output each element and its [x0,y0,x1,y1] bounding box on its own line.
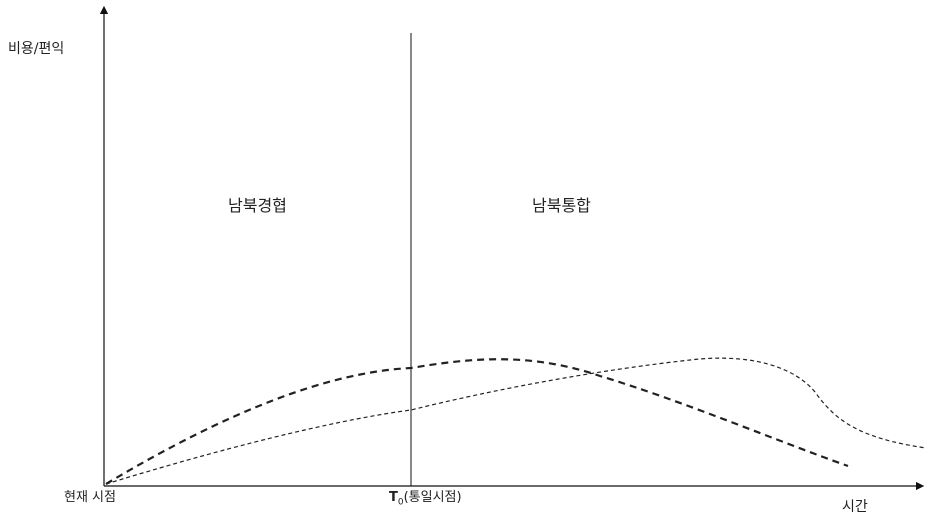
light-dashed-curve [105,357,927,485]
x-start-label: 현재 시점 [64,490,116,505]
heavy-dashed-curve [105,358,849,485]
region-label-integration: 남북통합 [532,196,591,215]
y-axis-label: 비용/편익 [8,41,65,57]
t0-subscript: 0 [397,497,404,508]
region-label-cooperation: 남북경협 [228,196,287,215]
t0-symbol: T [389,490,398,505]
x-axis-label: 시간 [842,499,868,515]
t0-note: (통일시점) [403,490,462,505]
t0-label: T0(통일시점) [389,486,462,508]
